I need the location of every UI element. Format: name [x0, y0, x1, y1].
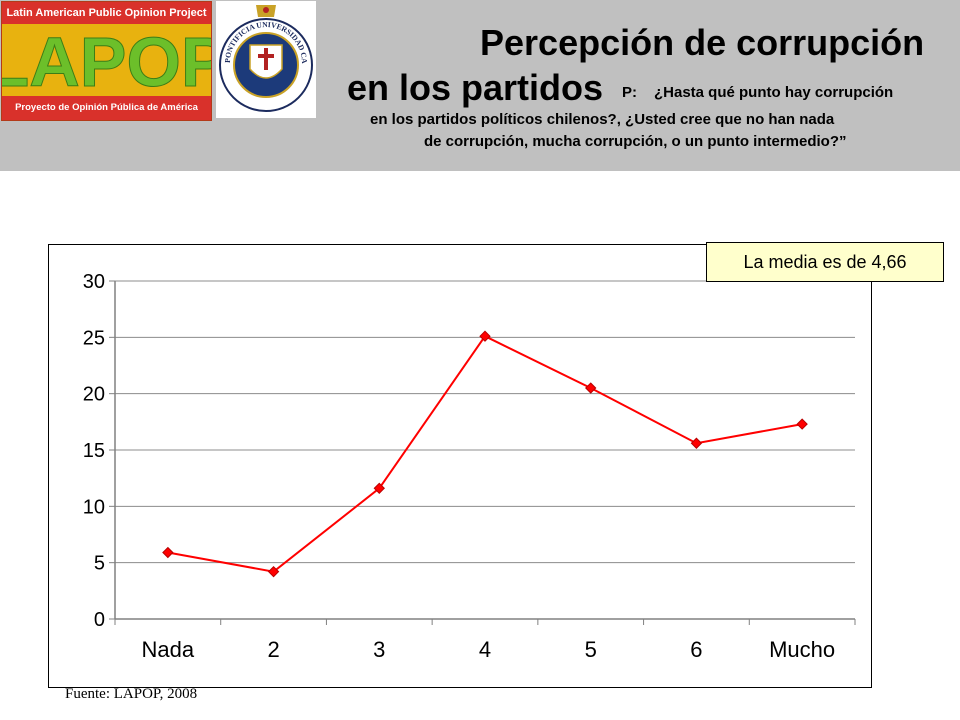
data-point	[373, 482, 385, 495]
title-line-1: Percepción de corrupción	[480, 22, 925, 63]
lapop-logo-top-text: Latin American Public Opinion Project	[2, 2, 211, 24]
lapop-logo-wordmark: LAPOP	[2, 24, 212, 98]
x-tick-label: Mucho	[769, 637, 835, 662]
line-chart: 0 5 10 15 20 25 30 Nada 2 3 4 5 6 Mucho	[83, 271, 856, 662]
x-tick-label: Nada	[142, 637, 195, 662]
question-prefix: P:	[622, 84, 637, 101]
data-point	[796, 418, 808, 430]
lapop-logo-bottom-text: Proyecto de Opinión Pública de América L…	[2, 96, 211, 120]
y-tick-label: 10	[83, 496, 105, 518]
y-tick-label: 30	[83, 271, 105, 293]
university-seal: PONTIFICIA UNIVERSIDAD CATOLICA DE CHILE	[216, 1, 316, 118]
question-line-3: de corrupción, mucha corrupción, o un pu…	[424, 133, 847, 150]
y-tick-label: 25	[83, 327, 105, 349]
header-banner: Latin American Public Opinion Project LA…	[0, 0, 960, 171]
lapop-logo-letters: LAPOP	[2, 24, 212, 98]
x-tick-label: 6	[690, 637, 702, 662]
data-point	[479, 330, 491, 342]
data-point	[162, 546, 174, 559]
x-tick-label: 3	[373, 637, 385, 662]
data-point	[690, 437, 703, 449]
mean-annotation: La media es de 4,66	[706, 242, 944, 282]
x-tick-label: 5	[585, 637, 597, 662]
y-tick-label: 15	[83, 440, 105, 462]
question-line-1: ¿Hasta qué punto hay corrupción	[654, 84, 894, 101]
source-note: Fuente: LAPOP, 2008	[65, 686, 198, 702]
title-line-2: en los partidos	[347, 67, 604, 108]
series-line	[167, 334, 803, 573]
lapop-logo: Latin American Public Opinion Project LA…	[1, 1, 212, 121]
y-tick-label: 5	[94, 553, 105, 575]
data-point	[585, 382, 597, 394]
x-tick-label: 4	[479, 637, 491, 662]
y-tick-label: 20	[83, 384, 105, 406]
data-point	[267, 565, 280, 578]
y-tick-label: 0	[94, 609, 105, 631]
x-tick-label: 2	[267, 637, 279, 662]
question-line-2: en los partidos políticos chilenos?, ¿Us…	[370, 111, 835, 128]
chart-frame: 0 5 10 15 20 25 30 Nada 2 3 4 5 6 Mucho	[48, 244, 872, 688]
